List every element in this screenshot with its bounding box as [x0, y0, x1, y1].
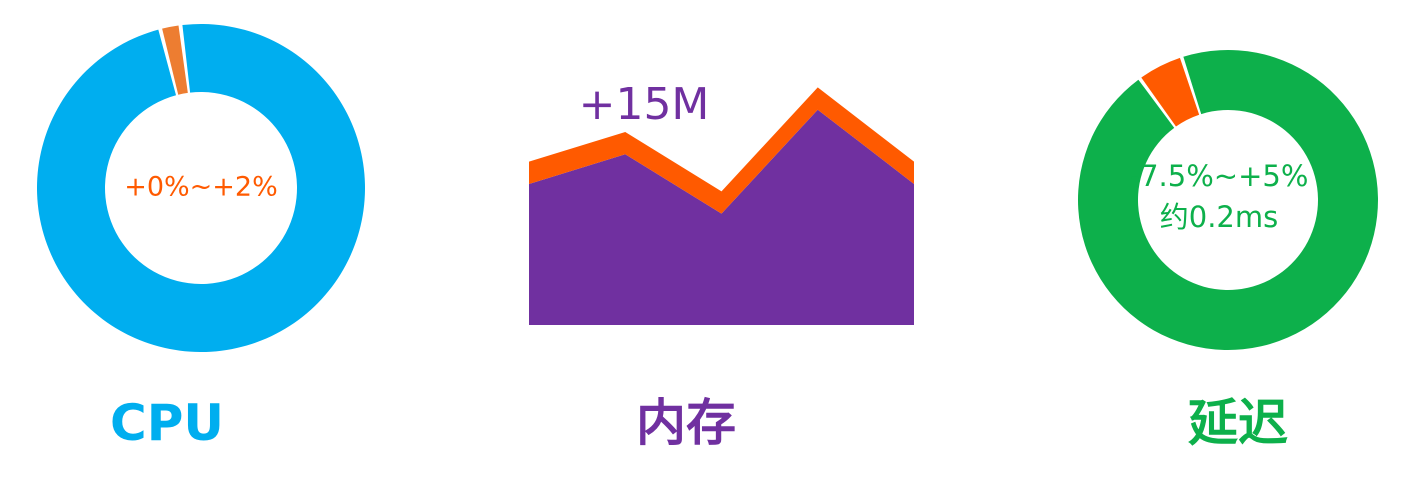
latency-donut-chart: -7.5%~+5% 约0.2ms: [1078, 50, 1378, 351]
memory-area-series-1: [529, 87, 914, 214]
latency-center-label-line1: -7.5%~+5%: [1130, 159, 1309, 193]
cpu-slice-0: [36, 24, 366, 353]
latency-caption: 延迟: [1188, 394, 1288, 452]
cpu-donut-chart: +0%~+2%: [36, 24, 366, 353]
memory-annotation: +15M: [579, 79, 710, 130]
latency-slices: [1078, 50, 1378, 351]
cpu-center-label: +0%~+2%: [124, 172, 278, 203]
memory-area-series-0: [529, 109, 914, 326]
memory-area-chart: +15M: [529, 79, 914, 326]
cpu-slices: [36, 24, 366, 353]
cpu-slice-1: [162, 25, 188, 95]
latency-center-label-line2: 约0.2ms: [1160, 200, 1278, 234]
memory-caption: 内存: [636, 394, 736, 452]
latency-slice-1: [1141, 57, 1200, 127]
memory-areas: [529, 87, 914, 326]
latency-slice-0: [1078, 50, 1378, 351]
cpu-caption: CPU: [110, 394, 224, 452]
